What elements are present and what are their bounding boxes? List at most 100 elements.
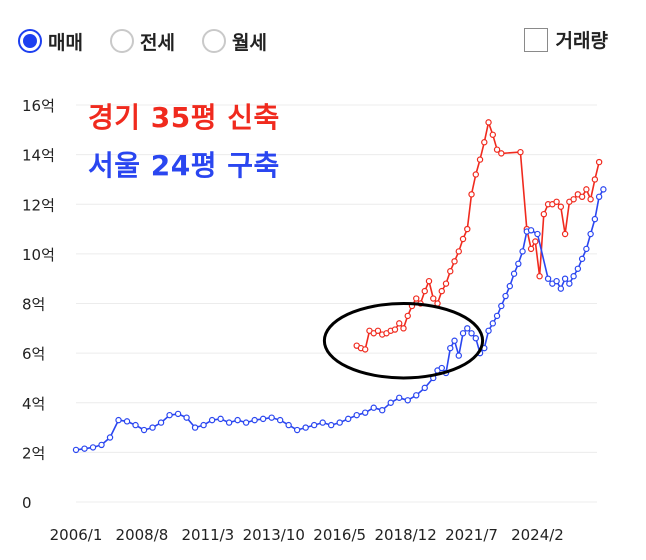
series-1-point-35 — [370, 404, 377, 411]
series-1-point-72 — [566, 280, 573, 287]
series-1-point-77 — [587, 230, 594, 238]
series-1-point-59 — [502, 292, 509, 300]
series-1-point-0 — [72, 446, 80, 454]
x-tick-label-3: 2013/10 — [243, 526, 305, 544]
series-1-point-23 — [268, 414, 275, 421]
volume-checkbox[interactable]: 거래량 — [523, 26, 608, 53]
series-1-point-17 — [217, 415, 224, 423]
series-0-point-35 — [517, 148, 524, 156]
series-1-point-15 — [200, 421, 207, 429]
y-tick-label-0: 0 — [22, 494, 32, 512]
series-0-point-20 — [438, 287, 445, 295]
series-0-point-47 — [570, 196, 577, 203]
series-1-point-48 — [455, 352, 462, 359]
x-tick-label-0: 2006/1 — [50, 526, 103, 544]
series-1-point-80 — [600, 186, 607, 193]
series-1-point-46 — [447, 344, 454, 352]
series-0-point-17 — [425, 277, 433, 285]
series-0-point-38 — [532, 238, 539, 245]
series-0-point-29 — [476, 156, 484, 163]
series-1-point-41 — [421, 384, 428, 392]
series-1-point-38 — [396, 394, 403, 401]
radio-sale[interactable]: 매매 — [18, 24, 83, 58]
series-1-point-76 — [583, 245, 590, 253]
series-0-point-26 — [464, 225, 471, 233]
series-1-point-34 — [362, 409, 369, 416]
series-0-point-37 — [527, 245, 535, 253]
series-1-point-18 — [225, 419, 233, 426]
series-0-point-24 — [455, 248, 462, 255]
radio-jeonse[interactable]: 전세 — [110, 24, 175, 58]
series-1-point-29 — [319, 419, 326, 426]
x-tick-label-5: 2018/12 — [374, 526, 436, 544]
series-0-point-31 — [485, 119, 492, 126]
series-label-seoul: 서울 24평 구축 — [88, 149, 280, 182]
series-1-point-67 — [544, 275, 552, 282]
series-1-point-22 — [259, 415, 267, 423]
series-0-point-43 — [553, 198, 560, 205]
series-1-point-47 — [451, 337, 458, 344]
series-1-point-31 — [336, 419, 343, 426]
series-0-point-10 — [396, 320, 403, 327]
series-1-point-37 — [387, 399, 394, 406]
series-0-point-11 — [400, 325, 407, 332]
series-1-point-61 — [510, 270, 518, 277]
radio-monthly-rent-indicator — [202, 29, 226, 53]
series-1-point-20 — [242, 419, 250, 426]
series-1-point-39 — [404, 397, 411, 404]
series-1-point-56 — [489, 320, 496, 327]
series-1-point-69 — [553, 277, 560, 285]
series-1-point-2 — [89, 444, 97, 451]
series-1-point-44 — [438, 364, 445, 372]
series-1-point-65 — [527, 227, 535, 234]
series-1-point-58 — [498, 302, 505, 310]
series-1-point-40 — [413, 392, 420, 399]
series-1-point-16 — [208, 416, 216, 424]
series-1-point-66 — [534, 230, 541, 238]
series-1-point-6 — [123, 418, 131, 425]
y-tick-label-5: 10억 — [22, 246, 55, 264]
series-1-point-36 — [379, 406, 386, 414]
y-tick-label-8: 16억 — [22, 97, 55, 115]
series-label-gyeonggi: 경기 35평 신축 — [88, 101, 280, 134]
series-1-point-55 — [485, 327, 492, 334]
series-0-point-32 — [489, 131, 496, 138]
series-0-point-5 — [374, 327, 382, 334]
series-0-point-49 — [578, 193, 586, 201]
series-0-point-22 — [447, 268, 454, 275]
series-1-point-74 — [574, 265, 582, 272]
series-0-point-53 — [595, 158, 603, 166]
series-0-point-25 — [459, 235, 467, 243]
radio-monthly-rent[interactable]: 월세 — [202, 24, 267, 58]
series-1-point-1 — [81, 445, 88, 452]
series-1-point-5 — [115, 416, 122, 424]
series-1-point-79 — [595, 193, 603, 201]
series-1-point-13 — [183, 414, 190, 421]
series-0-point-14 — [413, 295, 420, 302]
series-0-point-40 — [540, 210, 548, 218]
y-tick-label-1: 2억 — [22, 444, 45, 462]
radio-monthly-rent-label: 월세 — [232, 31, 267, 54]
y-tick-label-6: 12억 — [22, 196, 55, 214]
series-0-point-16 — [421, 287, 428, 295]
series-1-point-60 — [506, 282, 514, 290]
series-0-point-9 — [391, 326, 399, 333]
series-0-point-52 — [591, 176, 599, 183]
series-1-point-10 — [157, 419, 165, 426]
series-1-point-62 — [515, 260, 522, 267]
series-1-point-71 — [561, 275, 569, 282]
series-1-point-26 — [293, 426, 301, 434]
series-1-point-73 — [570, 273, 577, 280]
series-1-point-21 — [251, 416, 258, 424]
series-1-point-57 — [493, 312, 501, 320]
series-1-point-51 — [468, 330, 475, 337]
series-0-point-30 — [481, 139, 488, 146]
series-1-point-9 — [149, 424, 156, 431]
series-0-point-12 — [404, 312, 411, 320]
series-1-point-19 — [234, 416, 241, 424]
x-tick-label-1: 2008/8 — [116, 526, 169, 544]
annotation-ellipse — [322, 302, 485, 380]
series-0-point-2 — [362, 346, 369, 353]
series-1-point-50 — [464, 325, 471, 332]
